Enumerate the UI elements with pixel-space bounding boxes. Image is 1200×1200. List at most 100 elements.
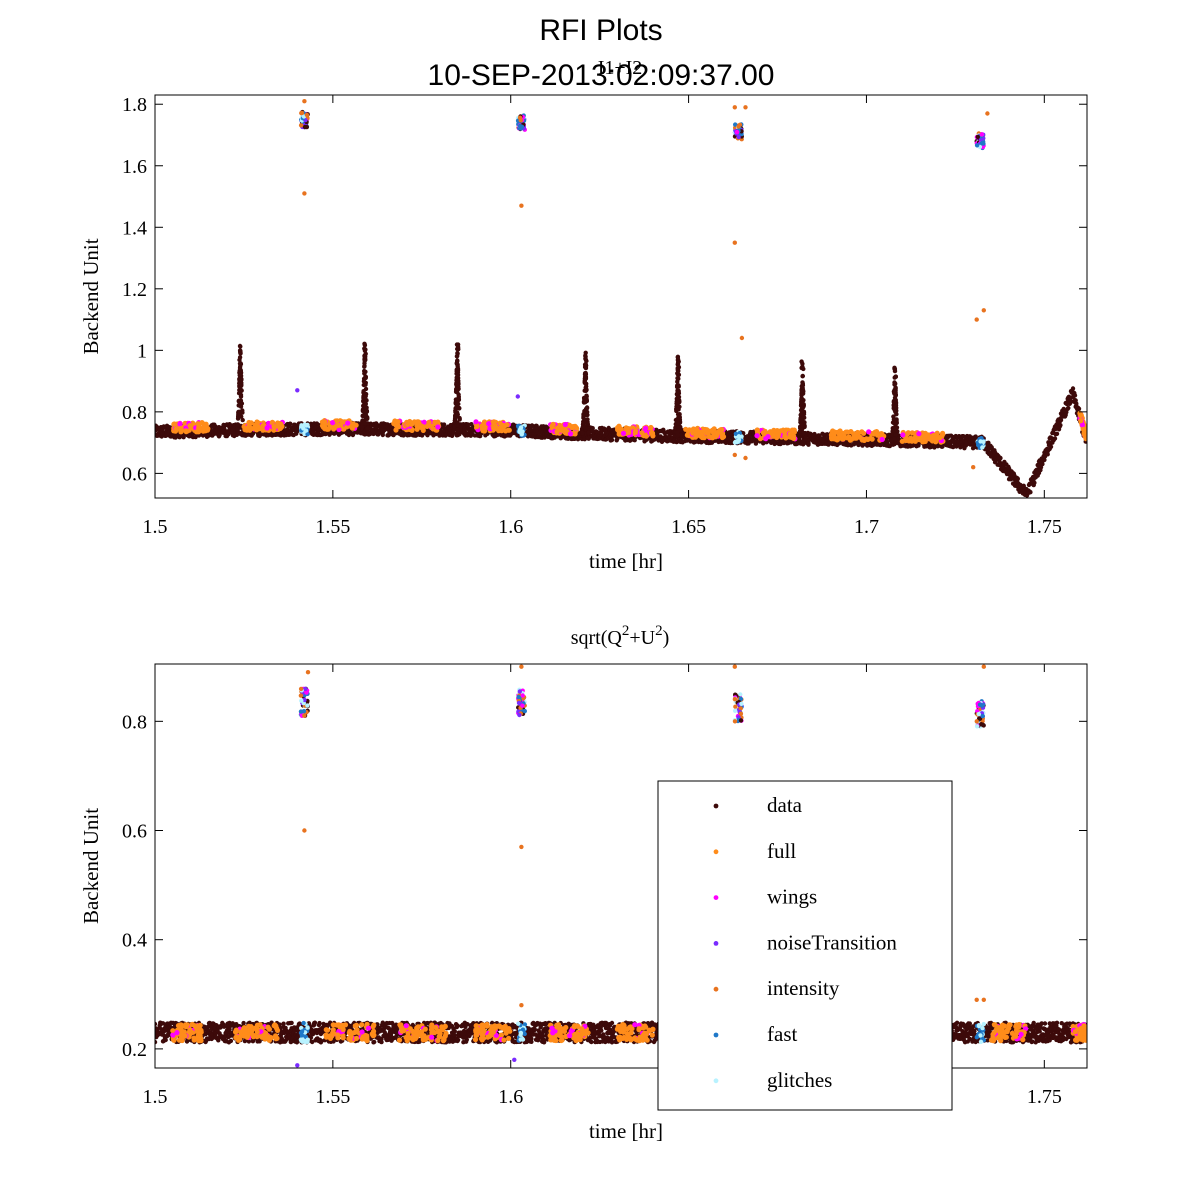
peak-point — [676, 359, 681, 364]
data-point — [1068, 398, 1074, 404]
full-point — [620, 430, 627, 436]
cluster-point — [734, 129, 740, 135]
outlier-point — [732, 452, 737, 458]
figure-timestamp: 10-SEP-2013:02:09:37.00 — [428, 59, 775, 92]
y-tick-label: 1.2 — [122, 279, 147, 301]
outlier-point — [515, 394, 520, 399]
outlier-point — [971, 465, 976, 470]
x-tick-label: 1.7 — [854, 516, 879, 538]
peak-point — [800, 400, 805, 405]
cluster-point — [980, 445, 985, 450]
peak-point — [238, 398, 244, 403]
full-point — [336, 426, 342, 433]
data-point — [857, 440, 862, 446]
data-point — [1032, 480, 1037, 485]
x-tick-label: 1.5 — [143, 516, 168, 538]
cluster-point — [298, 123, 304, 128]
data-point — [989, 445, 994, 450]
peak-point — [892, 395, 898, 400]
peak-point — [893, 385, 898, 390]
data-point — [1066, 405, 1071, 411]
full-point — [435, 424, 441, 430]
full-point — [414, 419, 420, 425]
full-point — [193, 429, 200, 435]
data-point — [380, 432, 385, 438]
full-point — [641, 433, 647, 439]
peak-point — [235, 427, 240, 432]
data-point — [181, 435, 186, 440]
full-point — [879, 436, 885, 443]
peak-point — [363, 382, 368, 387]
top-plot: 1.5 1.55 1.6 1.65 1.7 1.750.60.811.21.41.61.8… — [79, 94, 1088, 573]
full-point — [709, 427, 716, 433]
full-point — [260, 423, 266, 429]
full-point — [1080, 426, 1086, 432]
full-point — [179, 427, 185, 433]
full-point — [554, 429, 560, 435]
peak-point — [235, 422, 240, 427]
peak-point — [237, 357, 242, 363]
outlier-point — [739, 335, 745, 341]
y-axis-label: Backend Unit — [79, 238, 103, 354]
outliers — [295, 99, 990, 470]
peak-point — [676, 376, 681, 381]
full-point — [632, 430, 638, 436]
peak-point — [675, 366, 680, 371]
peak-point — [237, 381, 242, 386]
full-point — [271, 427, 277, 433]
outlier-point — [743, 105, 748, 110]
cluster-point — [974, 143, 980, 148]
peak-point — [363, 394, 368, 399]
peak-point — [676, 407, 681, 412]
cluster-point — [299, 110, 305, 116]
data-point — [465, 422, 471, 427]
series-full — [171, 410, 1087, 445]
full-point — [859, 429, 865, 435]
peak-point — [455, 427, 460, 432]
peak-point — [583, 350, 588, 355]
peak-point — [238, 394, 244, 399]
peak-point — [362, 413, 367, 419]
full-point — [275, 420, 281, 426]
full-point — [200, 428, 206, 434]
outlier-point — [981, 308, 986, 313]
cluster-point — [979, 132, 985, 137]
full-point — [690, 430, 696, 436]
full-point — [648, 424, 654, 431]
peak-point — [800, 422, 805, 428]
peak-point — [800, 373, 805, 379]
peak-point — [361, 379, 367, 384]
peak-point — [674, 418, 680, 423]
full-point — [900, 432, 906, 438]
full-point — [505, 427, 511, 433]
peak-point — [799, 359, 804, 364]
data-point — [258, 432, 263, 437]
peak-point — [892, 404, 897, 410]
peak-point — [240, 417, 245, 423]
full-point — [254, 419, 261, 426]
data-point — [469, 422, 474, 427]
full-point — [199, 420, 205, 426]
x-tick-label: 1.75 — [1027, 516, 1062, 538]
peak-point — [799, 411, 804, 417]
peak-point — [892, 436, 897, 441]
peak-point — [675, 412, 681, 417]
outlier-point — [985, 111, 990, 116]
peak-point — [582, 371, 588, 376]
full-point — [910, 436, 916, 442]
peak-point — [799, 389, 804, 395]
outlier-point — [732, 105, 737, 110]
full-point — [754, 427, 760, 433]
peak-point — [455, 367, 461, 373]
peak-point — [675, 355, 680, 360]
peak-point — [362, 357, 368, 362]
peak-point — [675, 371, 680, 376]
full-point — [474, 423, 480, 430]
data-point — [451, 430, 456, 436]
data-point — [958, 445, 963, 450]
peak-point — [361, 390, 366, 395]
outlier-point — [974, 317, 979, 322]
full-point — [853, 431, 859, 437]
x-axis-label: time [hr] — [589, 549, 663, 573]
y-tick-label: 0.6 — [122, 463, 147, 485]
